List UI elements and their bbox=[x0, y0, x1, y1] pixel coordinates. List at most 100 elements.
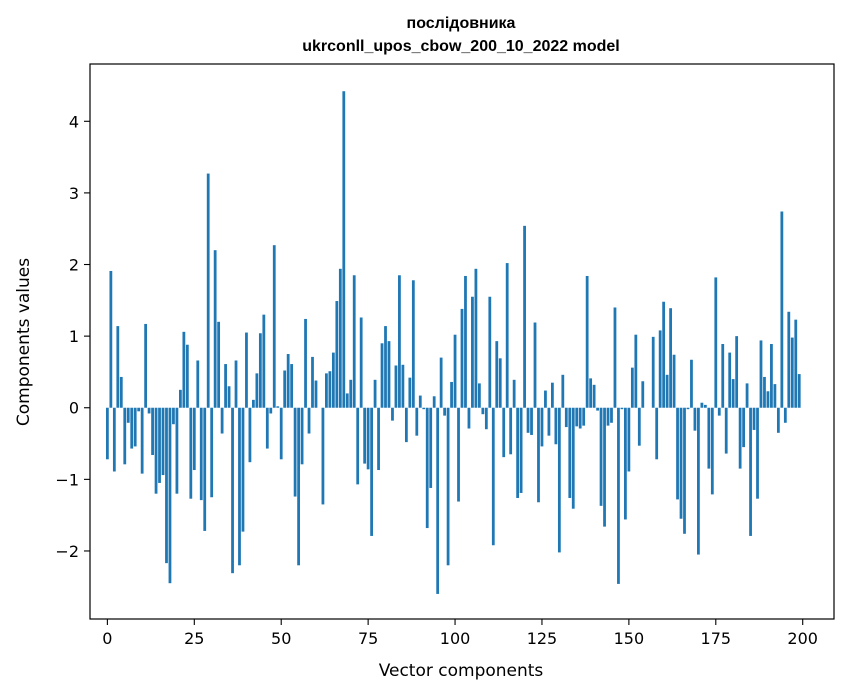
bar bbox=[797, 374, 801, 408]
bar bbox=[377, 407, 380, 471]
y-tick-label: 1 bbox=[69, 327, 79, 346]
bar bbox=[151, 407, 154, 455]
bar bbox=[380, 343, 384, 408]
bar bbox=[297, 407, 300, 566]
bar bbox=[276, 406, 280, 408]
bar bbox=[471, 296, 474, 408]
bar bbox=[533, 322, 537, 408]
bar bbox=[335, 301, 339, 408]
bar bbox=[196, 360, 200, 408]
bar bbox=[307, 407, 311, 434]
bar bbox=[234, 360, 238, 408]
bar bbox=[258, 333, 262, 408]
bar bbox=[752, 407, 756, 430]
bar bbox=[123, 407, 127, 465]
bar bbox=[564, 407, 568, 428]
y-tick-label: −1 bbox=[55, 470, 79, 489]
bar bbox=[175, 407, 179, 494]
bar bbox=[634, 334, 638, 408]
bar bbox=[199, 407, 203, 501]
bar bbox=[617, 407, 620, 584]
bar bbox=[467, 407, 471, 429]
bar bbox=[735, 336, 739, 408]
bar bbox=[338, 268, 342, 408]
bar bbox=[168, 407, 172, 584]
bar bbox=[119, 376, 123, 408]
bar bbox=[248, 407, 252, 463]
bar bbox=[443, 407, 447, 416]
bar bbox=[401, 364, 405, 408]
bar bbox=[787, 311, 791, 408]
bar bbox=[589, 378, 593, 408]
bar bbox=[557, 407, 561, 553]
y-tick-label: 0 bbox=[69, 399, 79, 418]
bar bbox=[321, 407, 325, 505]
bar bbox=[356, 407, 360, 485]
bars-group bbox=[105, 91, 801, 594]
bar bbox=[293, 407, 297, 497]
bar bbox=[540, 407, 544, 447]
x-tick-label: 175 bbox=[701, 629, 732, 648]
bar bbox=[144, 323, 148, 408]
chart-title: послідовника bbox=[407, 15, 516, 32]
bar bbox=[679, 407, 683, 519]
bar bbox=[147, 407, 151, 414]
bar bbox=[154, 407, 158, 494]
bar bbox=[707, 407, 711, 469]
bar bbox=[269, 407, 273, 414]
bar bbox=[314, 380, 318, 408]
bar bbox=[627, 407, 631, 472]
bar bbox=[575, 407, 579, 427]
bar bbox=[231, 407, 234, 574]
bar bbox=[408, 377, 412, 408]
bar bbox=[683, 407, 686, 534]
bar bbox=[474, 268, 478, 408]
bar bbox=[690, 359, 693, 408]
bar bbox=[286, 354, 290, 408]
bar bbox=[481, 407, 485, 415]
bar bbox=[714, 277, 718, 408]
y-axis-label: Components values bbox=[14, 258, 34, 426]
bar bbox=[519, 407, 523, 493]
bar bbox=[224, 364, 227, 408]
bar bbox=[651, 336, 655, 408]
bar bbox=[265, 407, 269, 449]
bar bbox=[241, 407, 245, 532]
bar bbox=[561, 374, 565, 408]
x-axis-label: Vector components bbox=[379, 661, 544, 681]
x-tick-label: 200 bbox=[787, 629, 818, 648]
bar bbox=[658, 330, 662, 408]
bar bbox=[457, 407, 460, 502]
bar bbox=[137, 407, 141, 412]
bar bbox=[693, 407, 697, 431]
plot-frame bbox=[89, 63, 835, 620]
bar bbox=[352, 275, 356, 408]
bar bbox=[366, 407, 370, 470]
bar bbox=[325, 373, 328, 408]
bar bbox=[404, 407, 408, 443]
bar bbox=[773, 384, 777, 408]
bar bbox=[105, 407, 109, 460]
bar bbox=[140, 407, 144, 474]
bar bbox=[331, 352, 335, 408]
bar bbox=[523, 225, 526, 408]
bar bbox=[641, 381, 645, 408]
bar bbox=[596, 407, 599, 411]
bar bbox=[637, 407, 641, 446]
bar bbox=[603, 407, 606, 527]
bar bbox=[700, 402, 704, 408]
bar bbox=[245, 332, 248, 408]
bar bbox=[370, 407, 373, 536]
bar bbox=[794, 319, 798, 408]
y-axis: −2 −1 0 1 2 3 4 bbox=[55, 112, 90, 561]
bar bbox=[158, 407, 161, 483]
y-tick-label: 3 bbox=[69, 184, 79, 203]
bar bbox=[328, 371, 332, 408]
bar bbox=[728, 352, 732, 408]
bar bbox=[185, 344, 189, 408]
bar bbox=[189, 407, 193, 499]
bar bbox=[770, 344, 773, 408]
bar bbox=[554, 407, 558, 445]
bar bbox=[697, 407, 700, 555]
